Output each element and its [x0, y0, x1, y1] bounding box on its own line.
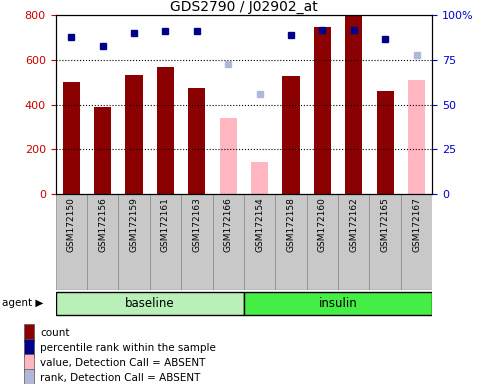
- Text: GSM172167: GSM172167: [412, 197, 421, 252]
- Text: count: count: [41, 328, 70, 338]
- Bar: [24, 369, 34, 384]
- Text: GSM172166: GSM172166: [224, 197, 233, 252]
- Bar: [188, 88, 205, 194]
- Bar: [181, 194, 213, 290]
- Bar: [87, 194, 118, 290]
- Text: baseline: baseline: [125, 297, 174, 310]
- Bar: [283, 76, 299, 194]
- Bar: [56, 194, 87, 290]
- Bar: [118, 194, 150, 290]
- Bar: [377, 91, 394, 194]
- Text: rank, Detection Call = ABSENT: rank, Detection Call = ABSENT: [41, 373, 201, 383]
- Text: GSM172156: GSM172156: [98, 197, 107, 252]
- Text: percentile rank within the sample: percentile rank within the sample: [41, 343, 216, 353]
- Text: GSM172163: GSM172163: [192, 197, 201, 252]
- Text: GSM172160: GSM172160: [318, 197, 327, 252]
- Bar: [401, 194, 432, 290]
- Text: value, Detection Call = ABSENT: value, Detection Call = ABSENT: [41, 358, 206, 368]
- Bar: [150, 194, 181, 290]
- Bar: [126, 74, 142, 194]
- Text: agent ▶: agent ▶: [2, 298, 44, 308]
- Text: GSM172162: GSM172162: [349, 197, 358, 252]
- Bar: [307, 194, 338, 290]
- Bar: [63, 82, 80, 194]
- Bar: [314, 26, 331, 194]
- Bar: [24, 354, 34, 372]
- Text: GSM172159: GSM172159: [129, 197, 139, 252]
- Bar: [24, 339, 34, 357]
- Bar: [338, 194, 369, 290]
- Bar: [24, 324, 34, 342]
- Bar: [244, 292, 432, 316]
- Bar: [213, 194, 244, 290]
- Title: GDS2790 / J02902_at: GDS2790 / J02902_at: [170, 0, 318, 14]
- Bar: [157, 67, 174, 194]
- Bar: [94, 107, 111, 194]
- Text: GSM172154: GSM172154: [255, 197, 264, 252]
- Bar: [251, 162, 268, 194]
- Text: insulin: insulin: [319, 297, 357, 310]
- Bar: [369, 194, 401, 290]
- Bar: [56, 292, 244, 316]
- Bar: [220, 118, 237, 194]
- Bar: [275, 194, 307, 290]
- Text: GSM172150: GSM172150: [67, 197, 76, 252]
- Text: GSM172165: GSM172165: [381, 197, 390, 252]
- Bar: [244, 194, 275, 290]
- Text: GSM172161: GSM172161: [161, 197, 170, 252]
- Text: GSM172158: GSM172158: [286, 197, 296, 252]
- Bar: [408, 80, 425, 194]
- Bar: [345, 17, 362, 194]
